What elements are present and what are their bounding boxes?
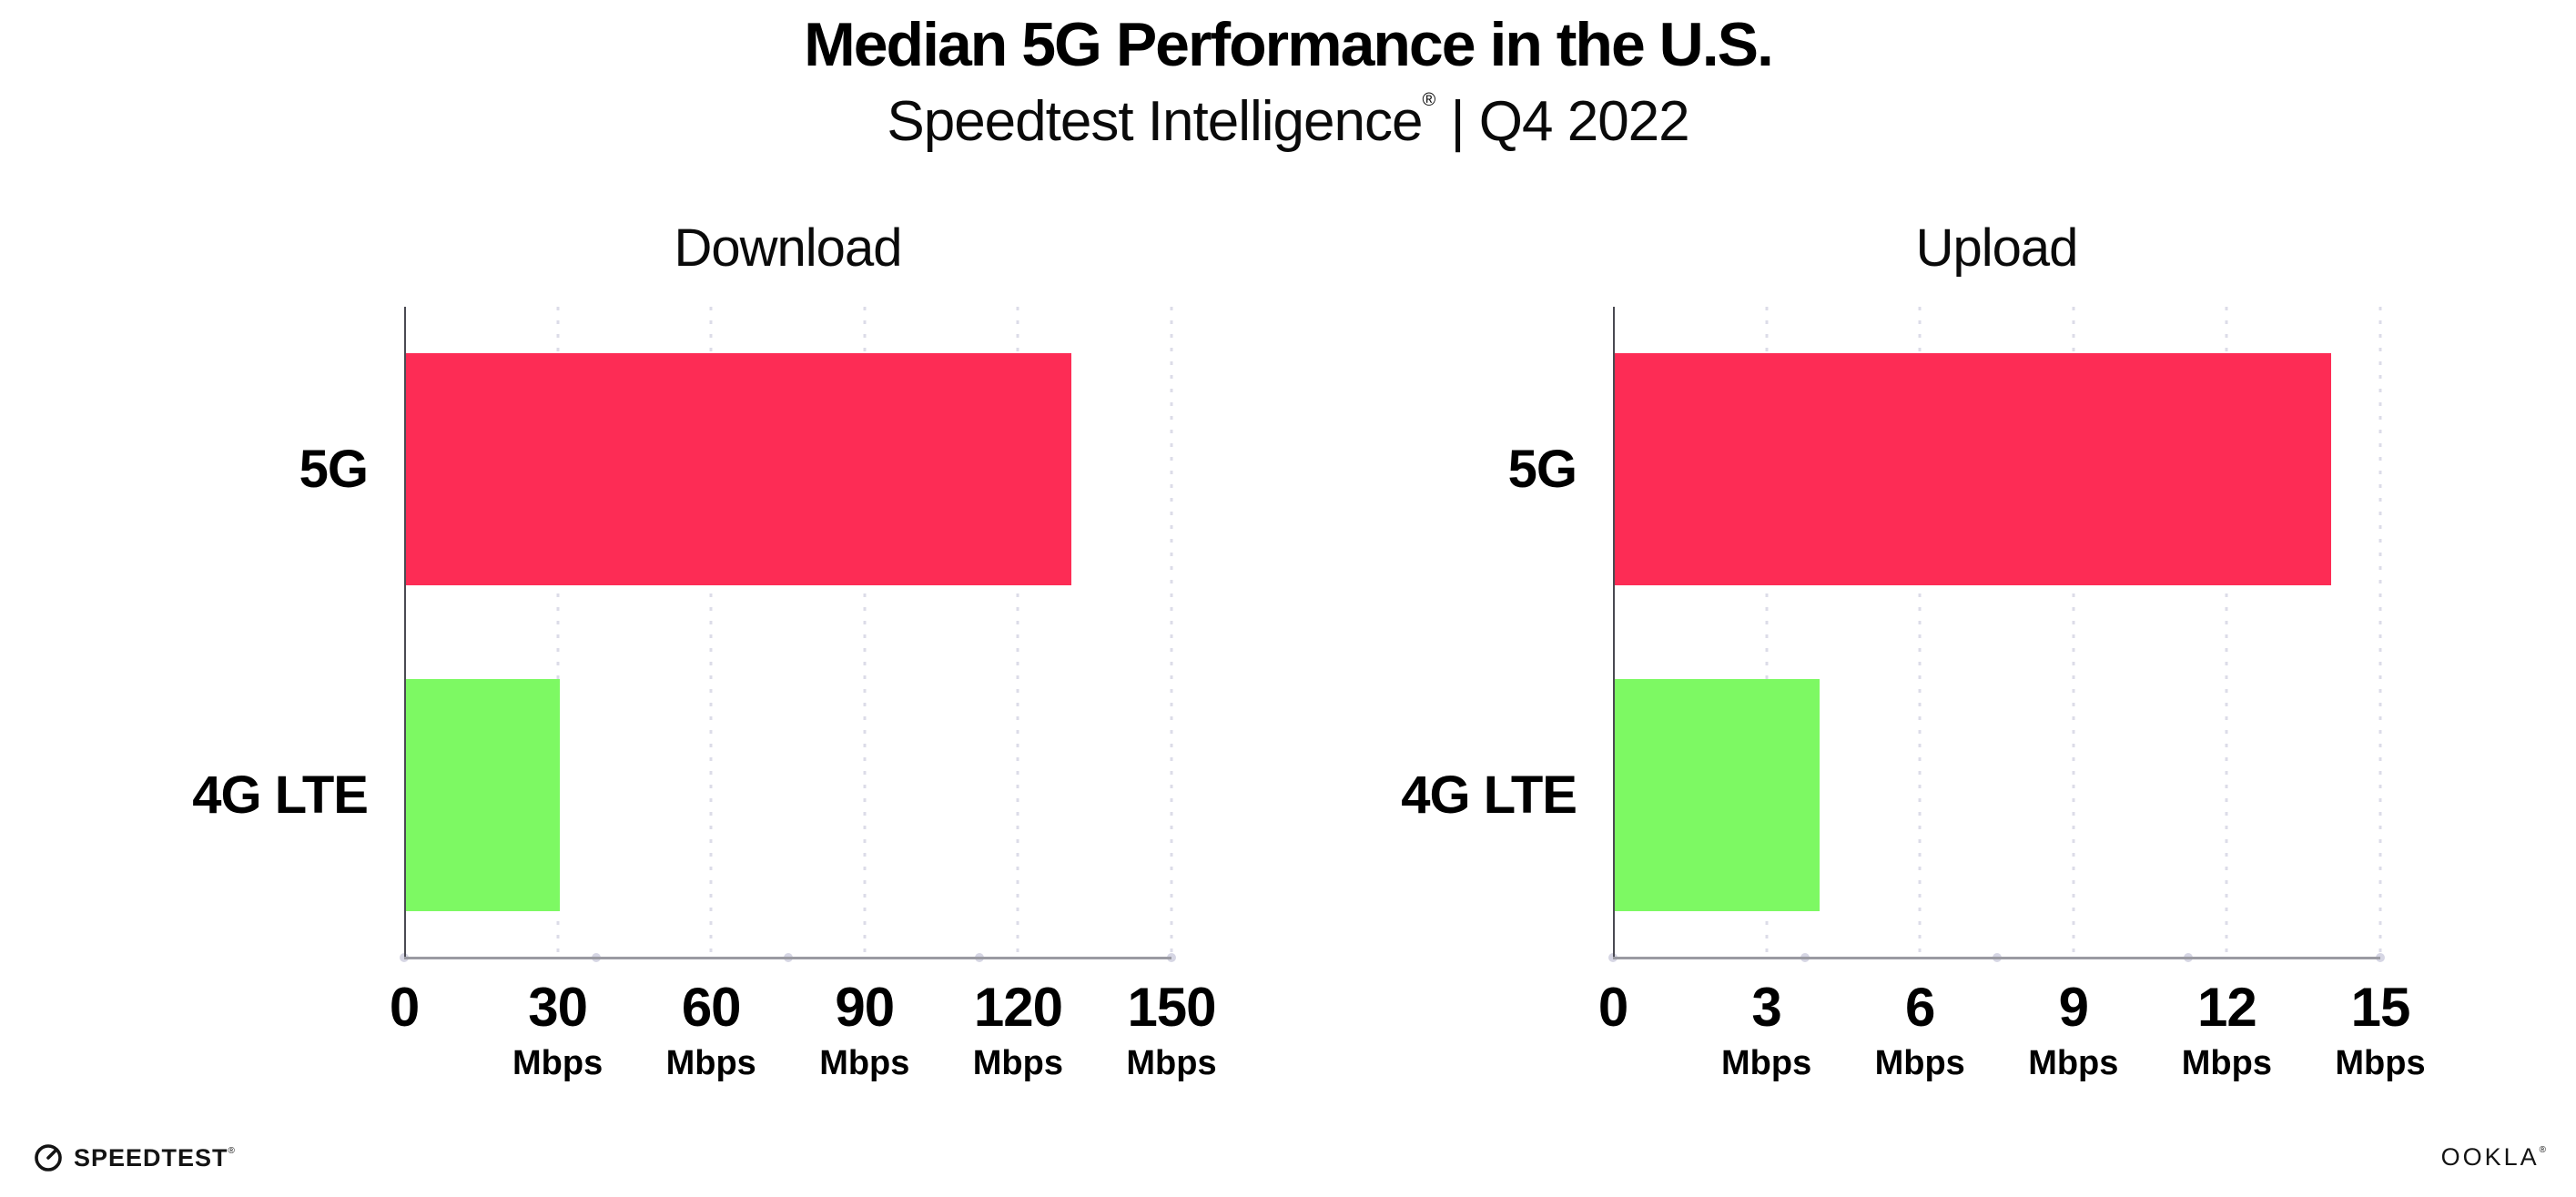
tick-number: 6 bbox=[1905, 977, 1935, 1038]
download-chart: Download 5G 4G LTE 0 30 Mbps 60 Mbps 90 Mbps 120 M… bbox=[192, 218, 1216, 1080]
y-axis-line bbox=[404, 307, 406, 959]
x-tick-label: 120 Mbps bbox=[972, 977, 1063, 1082]
x-tick-label: 150 Mbps bbox=[1126, 977, 1217, 1082]
tick-unit: Mbps bbox=[1126, 1044, 1217, 1082]
subtitle-period: | Q4 2022 bbox=[1435, 90, 1689, 154]
gridline bbox=[1918, 307, 1922, 959]
registered-mark: ® bbox=[2539, 1145, 2549, 1155]
tick-unit: Mbps bbox=[2335, 1044, 2426, 1082]
x-tick-label: 0 bbox=[389, 977, 420, 1038]
header: Median 5G Performance in the U.S. Speedt… bbox=[0, 10, 2576, 154]
bar-5g bbox=[406, 353, 1071, 585]
tick-number: 12 bbox=[2197, 977, 2257, 1038]
tick-unit: Mbps bbox=[972, 1044, 1063, 1082]
tick-number: 120 bbox=[973, 977, 1063, 1038]
ookla-logo: OOKLA® bbox=[2441, 1143, 2549, 1172]
tick-number: 60 bbox=[681, 977, 742, 1038]
gridline bbox=[556, 307, 560, 959]
chart-title: Upload bbox=[1915, 218, 2079, 278]
ookla-label: OOKLA bbox=[2440, 1143, 2540, 1171]
x-tick-label: 12 Mbps bbox=[2181, 977, 2272, 1082]
chart-title: Download bbox=[674, 218, 903, 278]
category-label-5g: 5G bbox=[299, 440, 369, 499]
tick-unit: Mbps bbox=[1720, 1044, 1812, 1082]
tick-unit: Mbps bbox=[2181, 1044, 2272, 1082]
category-label-4g-lte: 4G LTE bbox=[1401, 766, 1577, 825]
registered-mark: ® bbox=[228, 1145, 236, 1156]
tick-number: 150 bbox=[1127, 977, 1216, 1038]
tick-number: 9 bbox=[2058, 977, 2089, 1038]
x-tick-label: 6 Mbps bbox=[1874, 977, 1965, 1082]
axis-tick-dot bbox=[1167, 953, 1176, 962]
x-tick-label: 30 Mbps bbox=[512, 977, 603, 1082]
category-label-4g-lte: 4G LTE bbox=[192, 766, 369, 825]
y-axis-line bbox=[1613, 307, 1615, 959]
gridline bbox=[2378, 307, 2382, 959]
gridline bbox=[1170, 307, 1173, 959]
x-axis-line bbox=[1613, 957, 2380, 959]
tick-number: 30 bbox=[528, 977, 588, 1038]
tick-unit: Mbps bbox=[1874, 1044, 1965, 1082]
tick-unit: Mbps bbox=[2028, 1044, 2119, 1082]
bar-4g-lte bbox=[1615, 679, 1820, 911]
tick-number: 90 bbox=[835, 977, 895, 1038]
tick-unit: Mbps bbox=[819, 1044, 910, 1082]
x-tick-label: 15 Mbps bbox=[2335, 977, 2426, 1082]
page-subtitle: Speedtest Intelligence® | Q4 2022 bbox=[0, 90, 2576, 153]
x-tick-label: 90 Mbps bbox=[819, 977, 910, 1082]
tick-unit: Mbps bbox=[665, 1044, 756, 1082]
speedtest-logo: SPEEDTEST® bbox=[33, 1142, 236, 1173]
subtitle-brand: Speedtest Intelligence bbox=[887, 90, 1423, 154]
gridline bbox=[1765, 307, 1769, 959]
x-axis-line bbox=[404, 957, 1171, 959]
registered-mark: ® bbox=[1422, 90, 1436, 111]
gridline bbox=[2072, 307, 2075, 959]
tick-number: 0 bbox=[389, 977, 420, 1038]
tick-unit: Mbps bbox=[512, 1044, 603, 1082]
x-tick-label: 0 bbox=[1598, 980, 1628, 1035]
gridline bbox=[1016, 307, 1019, 959]
x-tick-label: 3 Mbps bbox=[1720, 977, 1812, 1082]
category-label-5g: 5G bbox=[1507, 440, 1577, 499]
x-tick-label: 60 Mbps bbox=[665, 977, 756, 1082]
x-tick-label: 9 Mbps bbox=[2028, 977, 2119, 1082]
gridline bbox=[709, 307, 713, 959]
bar-5g bbox=[1615, 353, 2331, 585]
speedtest-label: SPEEDTEST® bbox=[74, 1143, 236, 1172]
speedtest-gauge-icon bbox=[35, 1144, 62, 1172]
page-title: Median 5G Performance in the U.S. bbox=[804, 10, 1774, 79]
axis-tick-dot bbox=[2376, 953, 2385, 962]
tick-number: 0 bbox=[1597, 977, 1628, 1038]
tick-number: 15 bbox=[2350, 977, 2411, 1038]
gridline bbox=[2225, 307, 2228, 959]
upload-chart: Upload 5G 4G LTE 0 3 Mbps 6 Mbps 9 Mbps 12 Mbps 15 M… bbox=[1401, 218, 2425, 1080]
gridline bbox=[863, 307, 867, 959]
bar-4g-lte bbox=[406, 679, 560, 911]
tick-number: 3 bbox=[1751, 977, 1781, 1038]
